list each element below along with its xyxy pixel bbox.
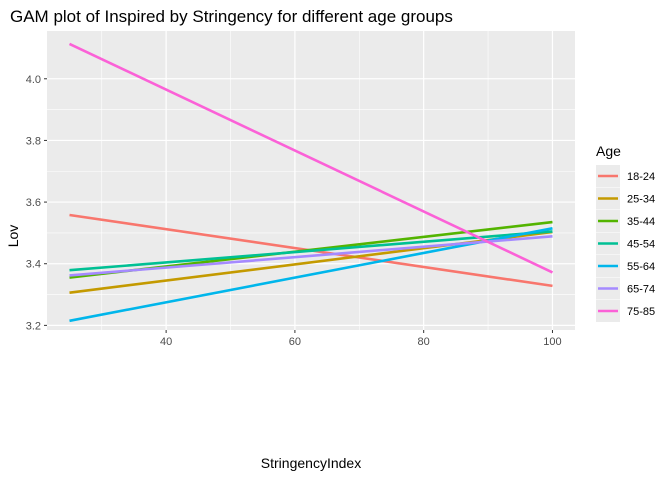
x-axis-title: StringencyIndex bbox=[261, 455, 361, 471]
x-tick-label: 100 bbox=[543, 336, 561, 348]
legend-label-75-85: 75-85 bbox=[627, 306, 655, 318]
y-tick-label: 3.2 bbox=[26, 320, 41, 332]
chart-title: GAM plot of Inspired by Stringency for d… bbox=[10, 7, 453, 26]
y-tick-label: 4.0 bbox=[26, 74, 41, 86]
series-line-75-85 bbox=[68, 42, 554, 274]
y-tick-label: 3.4 bbox=[26, 259, 41, 271]
y-tick-label: 3.6 bbox=[26, 197, 41, 209]
x-axis-ticks: 40 60 80 100 bbox=[160, 330, 562, 348]
legend-label-18-24: 18-24 bbox=[627, 171, 655, 183]
legend-label-45-54: 45-54 bbox=[627, 239, 655, 251]
x-tick-label: 40 bbox=[160, 336, 172, 348]
legend-items: 18-24 25-34 35-44 45-54 55-64 65-74 75-85 bbox=[596, 165, 655, 322]
y-tick-label: 3.8 bbox=[26, 135, 41, 147]
x-tick-label: 80 bbox=[418, 336, 430, 348]
x-tick-label: 60 bbox=[289, 336, 301, 348]
y-axis-title: Lov bbox=[5, 225, 21, 248]
legend-label-65-74: 65-74 bbox=[627, 284, 655, 296]
legend-label-55-64: 55-64 bbox=[627, 261, 655, 273]
legend: Age 18-24 25-34 35-44 45-54 55-64 65-74 75-85 bbox=[596, 143, 655, 322]
legend-label-25-34: 25-34 bbox=[627, 194, 655, 206]
series-line-65-74 bbox=[69, 235, 553, 277]
plot-panel bbox=[47, 31, 575, 330]
panel-background bbox=[47, 31, 575, 330]
y-axis-ticks: 3.2 3.4 3.6 3.8 4.0 bbox=[26, 74, 47, 332]
legend-title: Age bbox=[596, 143, 621, 159]
series-line-45-54 bbox=[69, 230, 553, 272]
legend-label-35-44: 35-44 bbox=[627, 216, 655, 228]
